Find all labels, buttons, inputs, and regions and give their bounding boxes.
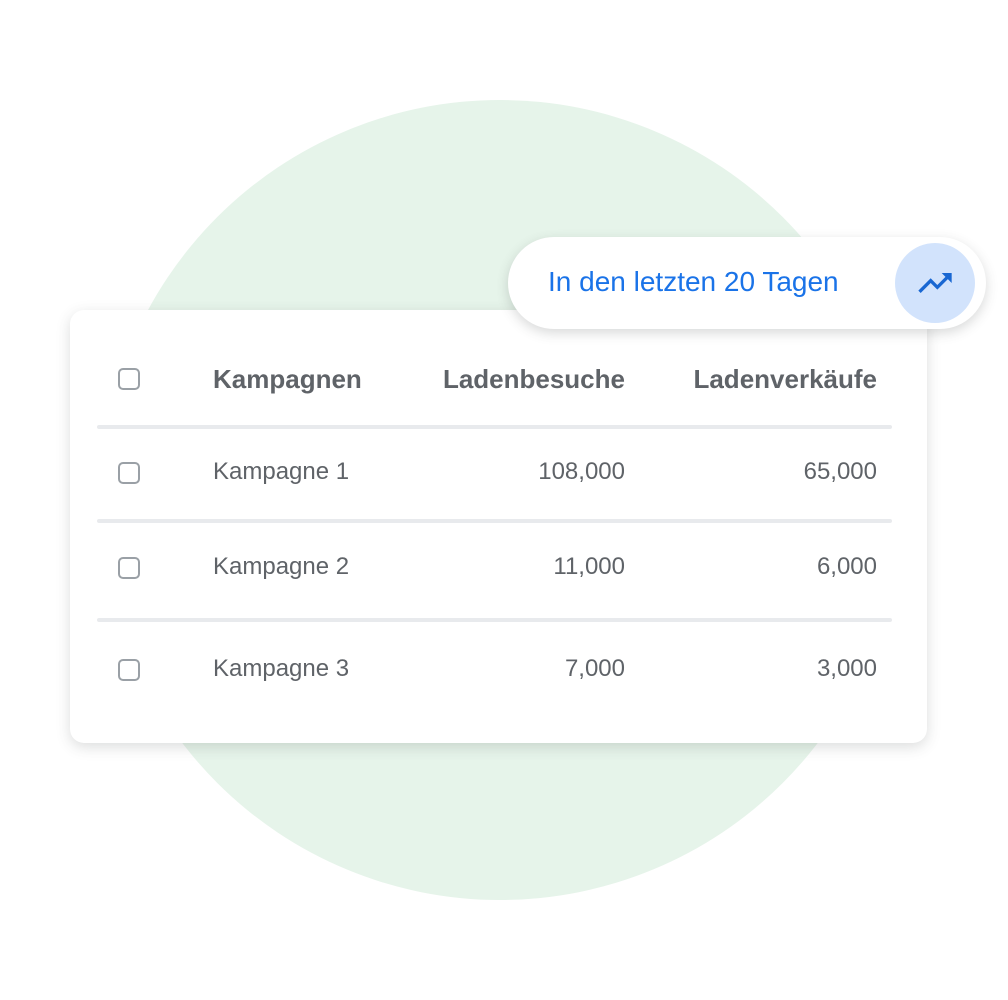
table-row: Kampagne 2 11,000 6,000: [70, 549, 927, 589]
header-store-visits[interactable]: Ladenbesuche: [442, 364, 625, 394]
campaign-name: Kampagne 1: [213, 458, 350, 485]
row-checkbox[interactable]: [118, 557, 140, 579]
campaign-name: Kampagne 2: [213, 553, 350, 580]
date-range-label: In den letzten 20 Tagen: [548, 266, 839, 297]
select-all-checkbox[interactable]: [118, 368, 140, 390]
store-visits: 11,000: [553, 553, 625, 580]
row-checkbox[interactable]: [118, 659, 140, 681]
store-visits: 7,000: [564, 655, 625, 682]
store-sales: 3,000: [816, 655, 877, 682]
campaign-name: Kampagne 3: [213, 655, 350, 682]
header-campaigns[interactable]: Kampagnen: [213, 364, 362, 394]
divider: [97, 618, 892, 622]
divider: [97, 519, 892, 523]
row-checkbox[interactable]: [118, 462, 140, 484]
store-visits: 108,000: [538, 458, 625, 485]
store-sales: 65,000: [803, 458, 877, 485]
table-header: Kampagnen Ladenbesuche Ladenverkäufe: [70, 360, 927, 400]
trending-up-icon: [895, 243, 975, 323]
store-sales: 6,000: [816, 553, 877, 580]
table-row: Kampagne 1 108,000 65,000: [70, 454, 927, 494]
campaign-table: Kampagnen Ladenbesuche Ladenverkäufe Kam…: [70, 310, 927, 743]
header-store-sales[interactable]: Ladenverkäufe: [693, 364, 877, 394]
date-range-badge[interactable]: In den letzten 20 Tagen: [508, 237, 986, 329]
table-row: Kampagne 3 7,000 3,000: [70, 651, 927, 691]
divider: [97, 425, 892, 429]
